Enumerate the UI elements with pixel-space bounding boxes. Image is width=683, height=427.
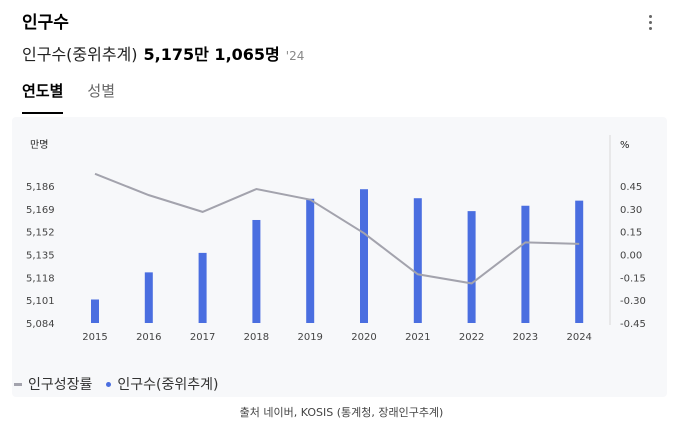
card-title: 인구수 bbox=[22, 13, 69, 33]
population-bar[interactable] bbox=[467, 211, 476, 323]
dot-swatch-icon bbox=[106, 381, 112, 387]
chart-panel bbox=[12, 117, 667, 397]
population-bar[interactable] bbox=[413, 198, 422, 323]
right-tick-label: 0.45 bbox=[620, 182, 642, 193]
tab-by-year[interactable]: 연도별 bbox=[22, 80, 64, 114]
x-tick-label: 2024 bbox=[566, 332, 591, 343]
x-tick-label: 2017 bbox=[190, 332, 215, 343]
population-bar[interactable] bbox=[575, 200, 584, 323]
x-tick-label: 2022 bbox=[459, 332, 484, 343]
legend-item-growth-rate[interactable]: 인구성장률 bbox=[14, 374, 92, 394]
right-tick-label: 0.00 bbox=[620, 251, 642, 262]
population-bar[interactable] bbox=[521, 205, 530, 323]
x-tick-label: 2016 bbox=[136, 332, 161, 343]
legend: 인구성장률 인구수(중위추계) bbox=[14, 374, 219, 394]
metric-value: 5,175만 1,065명 bbox=[143, 45, 280, 64]
right-tick-label: -0.45 bbox=[620, 319, 646, 330]
left-tick-label: 5,084 bbox=[26, 319, 55, 330]
metric-label: 인구수(중위추계) bbox=[22, 45, 138, 64]
growth-rate-line[interactable] bbox=[94, 172, 580, 285]
x-tick-label: 2018 bbox=[244, 332, 269, 343]
population-bar[interactable] bbox=[198, 252, 207, 323]
x-tick-label: 2015 bbox=[82, 332, 107, 343]
left-tick-label: 5,169 bbox=[26, 205, 55, 216]
population-bar[interactable] bbox=[252, 219, 261, 323]
population-bar[interactable] bbox=[91, 299, 99, 323]
x-tick-label: 2021 bbox=[405, 332, 430, 343]
left-tick-label: 5,118 bbox=[26, 273, 55, 284]
headline: 인구수(중위추계) 5,175만 1,065명 '24 bbox=[22, 41, 304, 65]
metric-year: '24 bbox=[285, 49, 305, 63]
x-tick-label: 2023 bbox=[513, 332, 538, 343]
more-options-icon[interactable] bbox=[640, 10, 660, 34]
population-bar[interactable] bbox=[360, 189, 368, 323]
source-note: 출처 네이버, KOSIS (통계청, 장래인구추계) bbox=[239, 406, 444, 419]
right-tick-label: -0.15 bbox=[620, 273, 646, 284]
left-tick-label: 5,152 bbox=[26, 228, 55, 239]
left-tick-label: 5,135 bbox=[26, 251, 55, 262]
tab-bar: 연도별 성별 bbox=[22, 80, 115, 114]
right-tick-label: 0.30 bbox=[620, 205, 642, 216]
tab-by-sex[interactable]: 성별 bbox=[87, 82, 116, 100]
left-tick-label: 5,186 bbox=[26, 182, 55, 193]
population-bar[interactable] bbox=[144, 272, 153, 323]
left-tick-label: 5,101 bbox=[26, 296, 55, 307]
right-axis-label: % bbox=[620, 140, 630, 151]
left-axis-label: 만명 bbox=[30, 139, 48, 151]
right-tick-label: 0.15 bbox=[620, 228, 642, 239]
x-tick-label: 2019 bbox=[297, 332, 322, 343]
line-swatch-icon bbox=[14, 382, 22, 386]
legend-item-population[interactable]: 인구수(중위추계) bbox=[106, 374, 219, 394]
x-tick-label: 2020 bbox=[351, 332, 376, 343]
population-bar[interactable] bbox=[306, 198, 315, 323]
right-tick-label: -0.30 bbox=[620, 296, 646, 307]
